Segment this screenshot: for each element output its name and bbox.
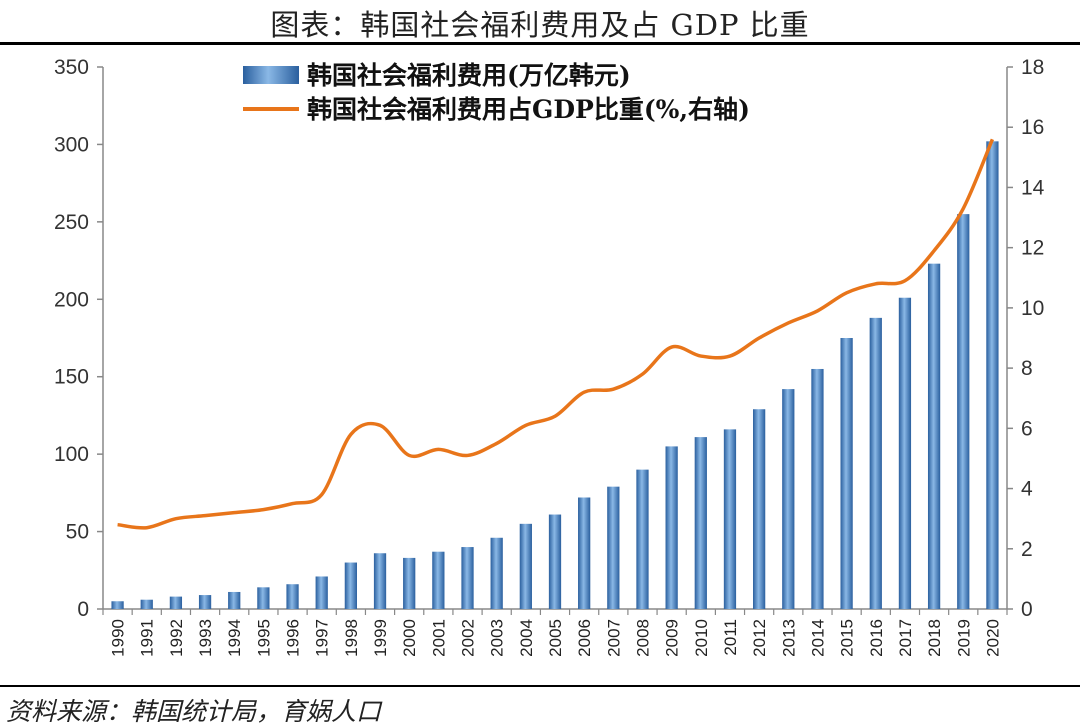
- line-series: [117, 139, 992, 528]
- bar: [782, 389, 794, 609]
- bar: [986, 141, 998, 609]
- x-tick-label: 2010: [692, 619, 711, 657]
- x-tick-label: 2014: [808, 619, 827, 657]
- x-tick-label: 2020: [983, 619, 1002, 657]
- legend-line-label: 韩国社会福利费用占GDP比重(%,右轴): [307, 95, 750, 124]
- bar: [228, 592, 240, 609]
- legend: 韩国社会福利费用(万亿韩元) 韩国社会福利费用占GDP比重(%,右轴): [243, 61, 750, 124]
- bar: [666, 446, 678, 609]
- bar-series: [111, 141, 998, 609]
- bar: [928, 264, 940, 609]
- right-tick-label: 8: [1021, 357, 1033, 380]
- bar: [257, 587, 269, 609]
- x-tick-label: 2001: [429, 619, 448, 657]
- x-tick-label: 1990: [109, 619, 128, 657]
- chart: 0 50 100 150 200 250 300 350 0 2 4 6 8 10 12 14 16 18 1990…: [0, 0, 1080, 690]
- right-tick-label: 0: [1021, 598, 1033, 621]
- bar: [403, 558, 415, 609]
- right-tick-label: 2: [1021, 538, 1033, 561]
- x-tick-label: 1992: [167, 619, 186, 657]
- bar: [461, 547, 473, 609]
- bar: [578, 498, 590, 609]
- x-tick-label: 2008: [633, 619, 652, 657]
- right-tick-label: 6: [1021, 417, 1033, 440]
- left-tick-label: 50: [66, 521, 89, 544]
- bar: [432, 552, 444, 609]
- x-tick-label: 1997: [313, 619, 332, 657]
- right-tick-label: 16: [1021, 116, 1044, 139]
- bar: [345, 563, 357, 609]
- x-tick-label: 2017: [896, 619, 915, 657]
- x-tick-label: 2000: [400, 619, 419, 657]
- legend-bar-swatch: [243, 66, 299, 84]
- bar: [753, 409, 765, 609]
- x-tick-label: 2006: [575, 619, 594, 657]
- bar: [870, 318, 882, 609]
- left-tick-label: 350: [54, 56, 89, 79]
- x-tick-label: 1994: [225, 619, 244, 657]
- legend-bar-label: 韩国社会福利费用(万亿韩元): [307, 61, 631, 90]
- bar: [199, 595, 211, 609]
- bar: [607, 487, 619, 609]
- bar: [141, 600, 153, 609]
- x-tick-label: 1999: [371, 619, 390, 657]
- x-tick-label: 1993: [196, 619, 215, 657]
- footer-rule: [0, 685, 1080, 687]
- x-tick-label: 2015: [838, 619, 857, 657]
- left-tick-label: 0: [77, 598, 89, 621]
- bar: [549, 515, 561, 609]
- x-tick-label: 1996: [284, 619, 303, 657]
- x-tick-label: 2012: [750, 619, 769, 657]
- bar: [840, 338, 852, 609]
- right-tick-label: 14: [1021, 176, 1045, 199]
- bar: [899, 298, 911, 609]
- x-tick-label: 2018: [925, 619, 944, 657]
- bar: [957, 214, 969, 609]
- x-tick-label: 2016: [867, 619, 886, 657]
- bar: [316, 576, 328, 609]
- right-tick-label: 12: [1021, 237, 1044, 260]
- x-tick-label: 1995: [254, 619, 273, 657]
- x-tick-label: 1998: [342, 619, 361, 657]
- x-tick-label: 2002: [459, 619, 478, 657]
- x-tick-label: 2003: [488, 619, 507, 657]
- x-tick-label: 1991: [138, 619, 157, 657]
- bar: [374, 553, 386, 609]
- bar: [286, 584, 298, 609]
- left-tick-label: 250: [54, 211, 89, 234]
- left-tick-label: 200: [54, 288, 89, 311]
- left-tick-label: 150: [54, 366, 89, 389]
- bar: [170, 597, 182, 609]
- x-tick-label: 2009: [663, 619, 682, 657]
- x-tick-label: 2004: [517, 619, 536, 657]
- bar: [636, 470, 648, 609]
- left-tick-label: 100: [54, 443, 89, 466]
- right-tick-label: 4: [1021, 478, 1033, 501]
- bar: [695, 437, 707, 609]
- x-tick-label: 2005: [546, 619, 565, 657]
- right-tick-label: 18: [1021, 56, 1044, 79]
- bar: [491, 538, 503, 609]
- bar: [811, 369, 823, 609]
- source-note: 资料来源：韩国统计局，育娲人口: [6, 692, 381, 728]
- gdp-share-line: [118, 139, 993, 528]
- x-tick-label: 2011: [721, 619, 740, 656]
- bar: [724, 429, 736, 609]
- x-tick-label: 2013: [779, 619, 798, 657]
- x-tick-label: 2007: [604, 619, 623, 657]
- bar: [520, 524, 532, 609]
- left-tick-label: 300: [54, 133, 89, 156]
- bar: [111, 601, 123, 609]
- x-tick-label: 2019: [954, 619, 973, 657]
- right-tick-label: 10: [1021, 297, 1044, 320]
